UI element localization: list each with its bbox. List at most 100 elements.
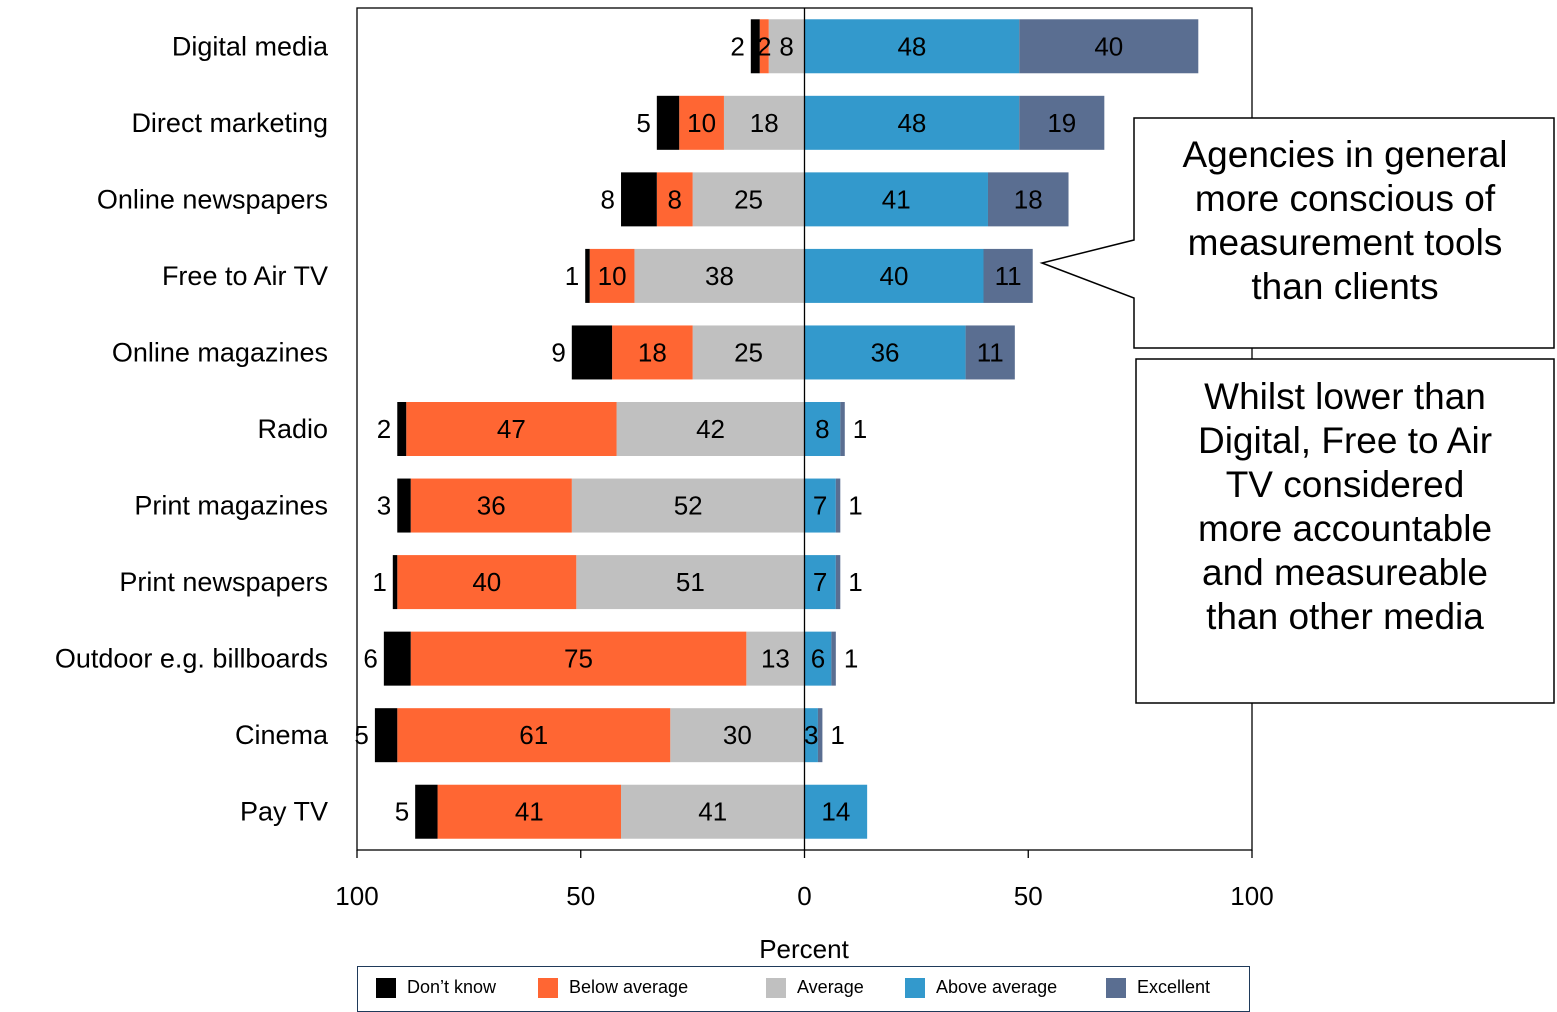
- callouts-layer: [1039, 117, 1555, 704]
- data-label: 8: [667, 184, 681, 214]
- data-label: 19: [1047, 108, 1076, 138]
- data-label: 8: [601, 184, 615, 214]
- legend-item-below-average: Below average: [538, 977, 688, 998]
- bars-layer: [374, 19, 1199, 839]
- callout-line: measurement tools: [1187, 222, 1503, 263]
- category-label: Free to Air TV: [162, 261, 328, 291]
- callout-line: Whilst lower than: [1204, 376, 1486, 417]
- category-label: Online newspapers: [97, 184, 328, 214]
- data-label: 18: [750, 108, 779, 138]
- bar-segment: [616, 402, 805, 456]
- data-label: 18: [638, 337, 667, 367]
- legend-swatch: [766, 977, 786, 998]
- category-label: Print magazines: [134, 491, 328, 521]
- data-label: 52: [674, 491, 703, 521]
- category-label: Radio: [257, 414, 328, 444]
- data-label: 3: [377, 491, 391, 521]
- category-label: Print newspapers: [119, 567, 328, 597]
- bar-segment: [804, 478, 836, 533]
- data-label: 5: [395, 797, 409, 827]
- data-label: 41: [515, 797, 544, 827]
- bar-segment: [589, 248, 635, 303]
- bar-segment: [612, 325, 693, 380]
- bar-segment: [831, 631, 836, 686]
- bar-segment: [804, 631, 832, 686]
- callout-line: Digital, Free to Air: [1197, 420, 1493, 461]
- legend-label: Above average: [936, 977, 1058, 997]
- bar-segment: [656, 172, 693, 227]
- data-label: 42: [696, 414, 725, 444]
- x-tick-label: 50: [1014, 881, 1043, 911]
- category-label: Online magazines: [112, 337, 328, 367]
- data-label: 3: [804, 720, 818, 750]
- data-label: 40: [472, 567, 501, 597]
- data-label: 25: [734, 337, 763, 367]
- x-tick-label: 50: [566, 881, 595, 911]
- data-label: 40: [880, 261, 909, 291]
- bar-segment: [804, 172, 988, 227]
- data-label: 75: [564, 644, 593, 674]
- data-label: 47: [497, 414, 526, 444]
- data-label: 25: [734, 184, 763, 214]
- bar-segment: [437, 784, 622, 839]
- bar-segment: [840, 402, 845, 456]
- data-label: 40: [1094, 31, 1123, 61]
- bar-segment: [397, 708, 671, 763]
- category-label: Pay TV: [240, 797, 328, 827]
- bar-segment: [804, 19, 1020, 74]
- callout-line: TV considered: [1225, 464, 1465, 505]
- legend-swatch: [1106, 977, 1126, 998]
- bar-segment: [374, 708, 398, 763]
- bar-segment: [406, 402, 617, 456]
- bar-segment: [804, 784, 868, 839]
- bar-segment: [585, 248, 590, 303]
- bar-segment: [983, 248, 1033, 303]
- legend-label: Below average: [569, 977, 689, 997]
- x-tick-label: 100: [335, 881, 378, 911]
- legend-item-average: Average: [766, 977, 864, 998]
- data-label: 8: [779, 31, 793, 61]
- bar-segment: [835, 478, 841, 533]
- data-label: 51: [676, 567, 705, 597]
- x-axis: 100 50 0 50 100: [335, 7, 1274, 911]
- callout-line: and measureable: [1202, 552, 1488, 593]
- data-label: 5: [354, 720, 368, 750]
- data-label: 7: [813, 567, 827, 597]
- legend-label: Excellent: [1137, 977, 1211, 997]
- data-label: 1: [848, 567, 862, 597]
- bar-segment: [835, 555, 841, 610]
- bar-segment: [621, 784, 805, 839]
- bar-segment: [634, 248, 805, 303]
- data-label: 1: [844, 644, 858, 674]
- bar-segment: [759, 19, 769, 74]
- data-label: 5: [636, 108, 650, 138]
- bar-segment: [804, 708, 818, 763]
- bar-segment: [768, 19, 805, 74]
- callout-box: [1135, 358, 1555, 704]
- data-label: 41: [882, 184, 911, 214]
- bar-segment: [571, 325, 613, 380]
- data-label: 8: [815, 414, 829, 444]
- bar-segment: [1019, 95, 1105, 150]
- category-label: Direct marketing: [131, 108, 328, 138]
- data-label: 41: [698, 797, 727, 827]
- data-label: 30: [723, 720, 752, 750]
- callout-line: more conscious of: [1194, 178, 1496, 219]
- data-label: 36: [871, 337, 900, 367]
- data-label: 1: [830, 720, 844, 750]
- bar-segment: [571, 478, 805, 533]
- data-label: 1: [848, 491, 862, 521]
- data-label: 9: [551, 337, 565, 367]
- data-label: 6: [363, 644, 377, 674]
- bar-segment: [987, 172, 1069, 227]
- data-label: 48: [897, 108, 926, 138]
- data-label: 10: [687, 108, 716, 138]
- chart-legend: Don’t know Below average Average Above a…: [357, 966, 1250, 1012]
- data-label: 11: [977, 337, 1004, 367]
- callout-line: more accountable: [1197, 508, 1493, 549]
- bar-segment: [621, 172, 657, 227]
- data-label: 18: [1014, 184, 1043, 214]
- data-label: 1: [565, 261, 579, 291]
- legend-item-dont-know: Don’t know: [376, 977, 496, 998]
- category-label: Outdoor e.g. billboards: [55, 644, 328, 674]
